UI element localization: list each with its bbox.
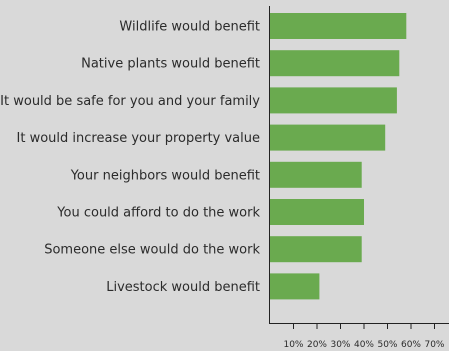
bar bbox=[270, 124, 386, 151]
bar bbox=[270, 236, 362, 263]
bar bbox=[270, 161, 362, 188]
x-tick-label: 20% bbox=[307, 340, 327, 350]
category-label: It would increase your property value bbox=[17, 131, 260, 146]
x-axis-ticks bbox=[293, 324, 435, 329]
bar bbox=[270, 13, 407, 39]
category-label: You could afford to do the work bbox=[56, 206, 260, 221]
category-label: Livestock would benefit bbox=[106, 280, 260, 295]
category-label: Wildlife would benefit bbox=[119, 20, 260, 35]
category-label: Native plants would benefit bbox=[81, 57, 260, 72]
category-label: Someone else would do the work bbox=[44, 243, 260, 258]
x-tick-label: 70% bbox=[424, 340, 444, 350]
category-label: It would be safe for you and your family bbox=[0, 94, 260, 109]
x-tick-label: 60% bbox=[401, 340, 421, 350]
bars bbox=[270, 13, 407, 300]
x-tick-label: 50% bbox=[377, 340, 397, 350]
category-labels: Wildlife would benefit Native plants woul… bbox=[0, 20, 260, 295]
x-tick-label: 10% bbox=[283, 340, 303, 350]
category-label: Your neighbors would benefit bbox=[70, 168, 260, 183]
bar bbox=[270, 87, 397, 114]
bar bbox=[270, 199, 364, 225]
bar bbox=[270, 273, 320, 300]
x-tick-label: 30% bbox=[330, 340, 350, 350]
bar bbox=[270, 50, 400, 77]
x-tick-label: 40% bbox=[354, 340, 374, 350]
x-axis-tick-labels: 10% 20% 30% 40% 50% 60% 70% bbox=[283, 340, 444, 350]
